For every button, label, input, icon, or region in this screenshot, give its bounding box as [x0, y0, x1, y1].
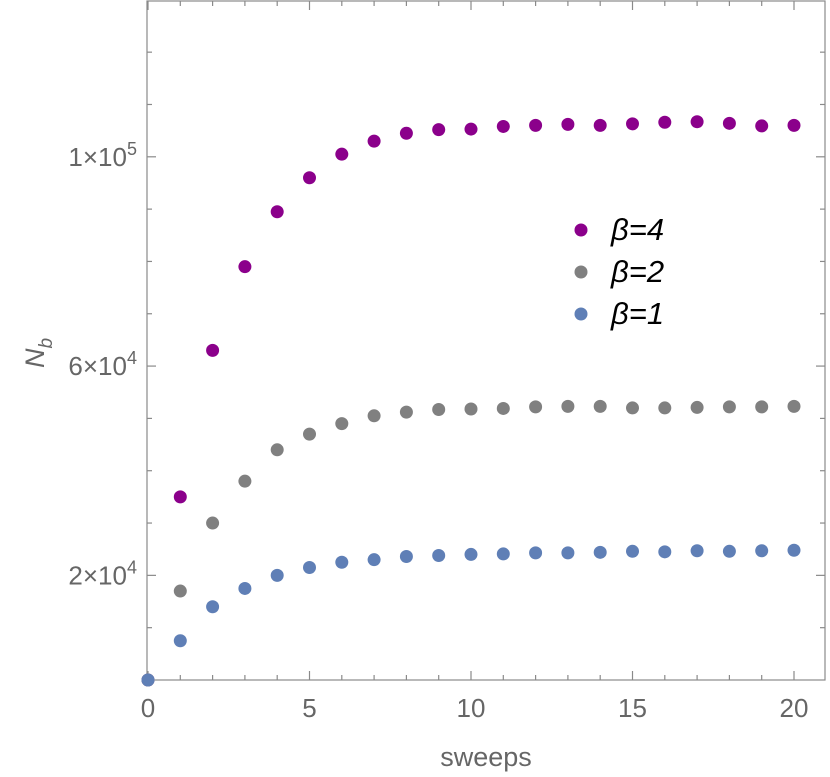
data-point: [238, 581, 252, 595]
data-point: [303, 171, 316, 185]
data-point: [303, 427, 316, 441]
data-point: [206, 343, 220, 357]
data-point: [367, 134, 381, 148]
data-point: [787, 543, 801, 557]
y-tick-label: 1×105: [68, 139, 137, 172]
y-tick-label: 2×104: [68, 557, 137, 590]
y-axis-label-sub: b: [36, 338, 57, 349]
data-point: [464, 402, 478, 416]
data-point: [690, 115, 704, 129]
legend-label: β=1: [610, 296, 664, 331]
legend-marker: [574, 223, 588, 237]
data-point: [496, 401, 510, 415]
data-point: [755, 119, 769, 133]
data-point: [658, 545, 672, 559]
data-point: [529, 400, 543, 414]
y-axis-label-main: N: [20, 348, 50, 368]
data-point: [755, 544, 769, 558]
x-tick-label: 20: [780, 693, 809, 723]
axis-ticks: 0 5 10 15 20 2×104 6×104 1×105: [68, 1, 825, 723]
data-point: [722, 400, 736, 414]
data-point: [432, 123, 446, 137]
plot-frame: [146, 0, 826, 681]
series-0: [141, 115, 801, 687]
data-point: [173, 634, 187, 648]
data-point: [722, 544, 736, 558]
data-point: [432, 548, 446, 562]
x-tick-label: 10: [457, 693, 486, 723]
data-point: [367, 409, 381, 423]
data-point: [561, 546, 575, 560]
data-point: [496, 119, 510, 133]
data-point: [399, 405, 413, 419]
y-tick-label: 6×104: [68, 348, 137, 381]
data-point: [270, 205, 284, 219]
y-axis-label: Nb: [20, 338, 57, 368]
legend-label: β=4: [610, 212, 664, 247]
legend-marker: [574, 265, 588, 279]
data-point: [206, 516, 220, 530]
legend-marker: [574, 307, 588, 321]
data-point: [206, 600, 220, 614]
legend-label: β=2: [610, 254, 664, 289]
data-point: [529, 118, 543, 132]
data-point: [593, 118, 607, 132]
series-2: [141, 543, 801, 687]
data-point: [626, 544, 639, 558]
x-axis-label: sweeps: [440, 742, 532, 772]
data-point: [464, 547, 478, 561]
data-point: [173, 490, 187, 504]
data-point: [496, 547, 510, 561]
x-tick-label: 0: [141, 693, 155, 723]
data-point: [464, 122, 478, 136]
data-point: [399, 550, 413, 564]
data-point: [658, 401, 672, 415]
data-point: [238, 260, 252, 274]
data-point: [367, 553, 381, 567]
data-point: [593, 545, 607, 559]
data-point: [270, 443, 284, 457]
data-point: [658, 115, 672, 129]
data-point: [561, 117, 575, 131]
data-point: [787, 118, 801, 132]
data-point: [141, 673, 155, 687]
data-point: [787, 399, 801, 413]
data-point: [270, 568, 284, 582]
data-point: [432, 403, 446, 417]
data-point: [561, 399, 575, 413]
data-point: [690, 544, 704, 558]
data-point: [238, 474, 252, 488]
x-tick-label: 15: [618, 693, 647, 723]
data-point: [335, 555, 349, 569]
legend: β=4 β=2 β=1: [574, 212, 664, 331]
data-point: [722, 116, 736, 130]
data-point: [626, 401, 639, 415]
x-tick-label: 5: [302, 693, 316, 723]
data-point: [173, 584, 187, 598]
series-1: [141, 399, 801, 687]
data-point: [755, 400, 769, 414]
data-point: [690, 400, 704, 414]
svg-text:Nb: Nb: [20, 338, 57, 368]
data-points: [141, 115, 801, 687]
data-point: [335, 417, 349, 431]
data-point: [303, 561, 316, 575]
data-point: [335, 147, 349, 161]
data-point: [626, 117, 639, 131]
data-point: [399, 126, 413, 140]
data-point: [593, 399, 607, 413]
data-point: [529, 546, 543, 560]
